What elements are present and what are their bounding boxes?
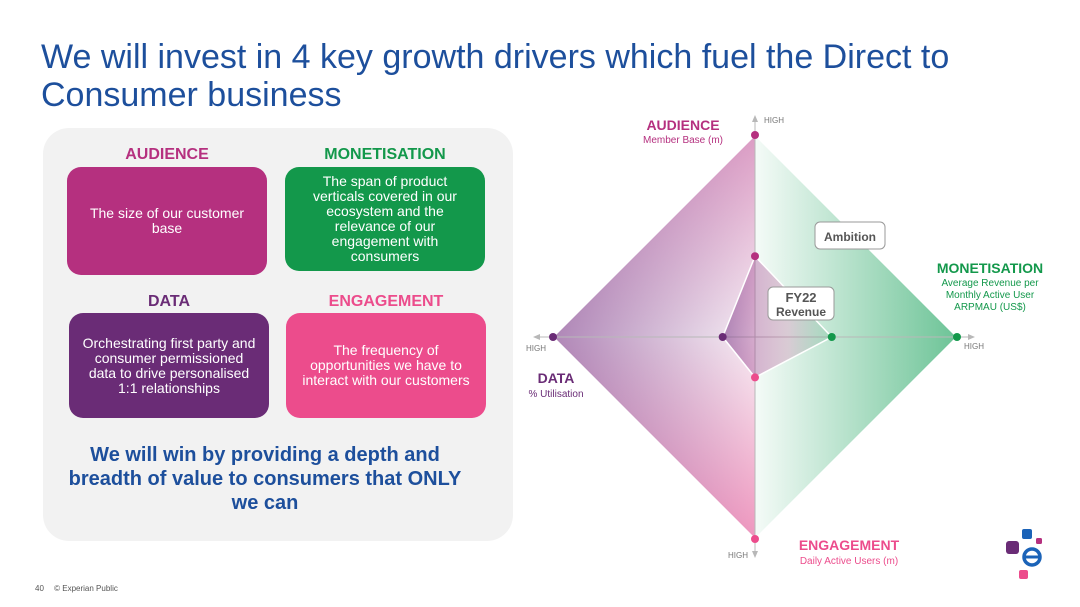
monetisation-high-label: HIGH [964, 342, 984, 351]
monetisation-card-text: The span of product verticals covered in… [313, 173, 457, 264]
audience-axis-sublabel: Member Base (m) [643, 135, 723, 146]
monetisation-axis-sublabel-3: ARPMAU (US$) [954, 302, 1026, 313]
audience-card-text: The size of our customer base [89, 205, 245, 236]
audience-axis-label: AUDIENCE [646, 117, 719, 133]
axis-arrow-right [968, 334, 975, 340]
data-heading: DATA [147, 293, 191, 310]
fy22-point-audience [751, 252, 759, 261]
audience-card: The size of our customer base [67, 167, 267, 275]
audience-heading: AUDIENCE [125, 146, 209, 163]
fy22-point-data [718, 333, 727, 341]
fy22-label-line1: FY22 [785, 290, 816, 305]
engagement-heading: ENGAGEMENT [328, 293, 444, 310]
ambition-label-box [814, 221, 886, 250]
monetisation-axis-sublabel-2: Monthly Active User [946, 290, 1035, 301]
ambition-point-audience [751, 131, 759, 139]
data-card-text: Orchestrating first party and consumer p… [82, 334, 256, 396]
audience-high-label: HIGH [764, 116, 784, 125]
slide-title: We will invest in 4 key growth drivers w… [41, 38, 950, 114]
ambition-label: Ambition [824, 230, 876, 244]
engagement-card: The frequency of opportunities we have t… [286, 313, 486, 418]
logo-block-pink [1019, 570, 1028, 579]
fy22-point-monetisation [827, 333, 836, 341]
slide-footer: 40 © Experian Public [35, 584, 126, 593]
engagement-axis-label: ENGAGEMENT [799, 537, 900, 553]
ambition-point-data [549, 333, 557, 341]
data-axis-sublabel: % Utilisation [528, 389, 583, 400]
classification-label: © Experian Public [54, 584, 118, 593]
logo-block-magenta [1036, 538, 1042, 544]
logo-block-purple [1006, 541, 1019, 554]
logo-e-bar [1024, 555, 1039, 559]
engagement-card-text: The frequency of opportunities we have t… [302, 342, 470, 388]
fy22-label-box [767, 286, 835, 321]
ambition-point-monetisation [953, 333, 961, 341]
monetisation-axis-label: MONETISATION [937, 260, 1043, 276]
axis-arrow-left [533, 334, 540, 340]
fy22-label-line2: Revenue [776, 305, 826, 319]
data-high-label: HIGH [526, 344, 546, 353]
page-number: 40 [35, 584, 44, 593]
engagement-axis-sublabel: Daily Active Users (m) [800, 556, 898, 567]
experian-logo [1006, 529, 1042, 579]
data-card: Orchestrating first party and consumer p… [69, 313, 269, 418]
engagement-high-label: HIGH [728, 551, 748, 560]
monetisation-heading: MONETISATION [324, 146, 446, 163]
data-axis-label: DATA [538, 370, 575, 386]
axis-arrow-top [752, 115, 758, 122]
win-statement: We will win by providing a depth and bre… [68, 444, 462, 514]
ambition-point-engagement [751, 535, 759, 543]
axis-arrow-bottom [752, 551, 758, 558]
monetisation-axis-sublabel-1: Average Revenue per [941, 278, 1039, 289]
monetisation-card: The span of product verticals covered in… [285, 167, 485, 271]
fy22-point-engagement [751, 373, 759, 382]
logo-block-blue [1022, 529, 1032, 539]
